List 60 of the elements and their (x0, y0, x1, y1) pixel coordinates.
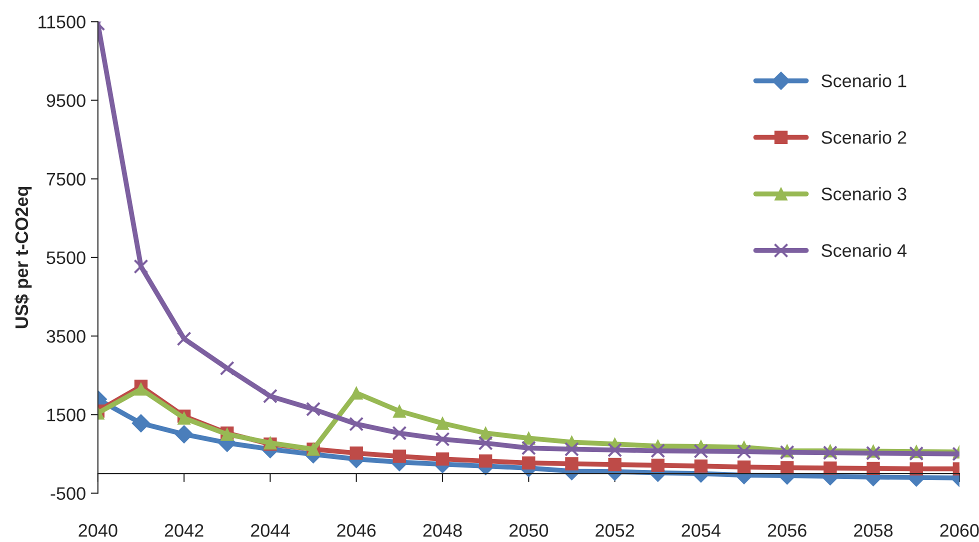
point (608, 458, 622, 472)
point (220, 360, 234, 376)
y-tick-label: 3500 (46, 330, 86, 343)
point (306, 402, 321, 416)
y-axis-title: US$ per t-CO2eq (14, 186, 32, 328)
point (822, 445, 838, 460)
point (910, 462, 923, 476)
y-tick-label: 5500 (46, 251, 86, 264)
point (694, 444, 708, 458)
point (174, 425, 194, 444)
point (651, 458, 664, 472)
point (522, 456, 536, 470)
point (350, 386, 363, 400)
point (909, 446, 924, 461)
x-tick-label: 2042 (164, 524, 204, 537)
point (134, 382, 148, 396)
point (650, 443, 666, 458)
y-tick-label: 11500 (38, 16, 86, 28)
x-tick-label: 2058 (854, 524, 893, 537)
point (736, 444, 752, 459)
point (392, 426, 407, 440)
point (866, 462, 880, 476)
point (564, 442, 580, 457)
x-tick-label: 2054 (682, 524, 721, 537)
point (694, 460, 708, 473)
point (392, 450, 406, 463)
y-tick-label: 9500 (46, 94, 86, 107)
x-tick-label: 2044 (251, 524, 290, 537)
point (737, 460, 751, 474)
x-tick-label: 2052 (596, 524, 634, 537)
point (608, 442, 622, 458)
x-tick-label: 2048 (423, 524, 462, 537)
point (349, 416, 364, 432)
y-tick-label: 1500 (47, 408, 86, 422)
x-tick-label: 2056 (768, 524, 806, 537)
x-tick-label: 2060 (940, 524, 979, 537)
legend-label: Scenario 1 (822, 74, 906, 88)
x-tick-label: 2040 (78, 524, 118, 537)
point (134, 259, 148, 274)
point (565, 457, 578, 470)
x-tick-label: 2046 (337, 524, 376, 537)
point (478, 454, 492, 468)
point (478, 436, 493, 450)
y-tick-label: 7500 (46, 172, 86, 186)
point (262, 388, 278, 404)
y-tick-label: -500 (50, 487, 86, 500)
point (436, 452, 450, 466)
point (436, 416, 450, 430)
point (176, 331, 192, 346)
legend-label: Scenario 3 (822, 187, 906, 200)
legend-label: Scenario 4 (822, 244, 907, 257)
point (350, 446, 363, 460)
point (435, 432, 450, 446)
point (521, 440, 536, 456)
x-tick-label: 2050 (509, 524, 548, 537)
point (824, 461, 837, 475)
legend-label: Scenario 2 (822, 130, 906, 144)
point (780, 461, 794, 474)
point (132, 414, 150, 432)
point (392, 404, 406, 418)
